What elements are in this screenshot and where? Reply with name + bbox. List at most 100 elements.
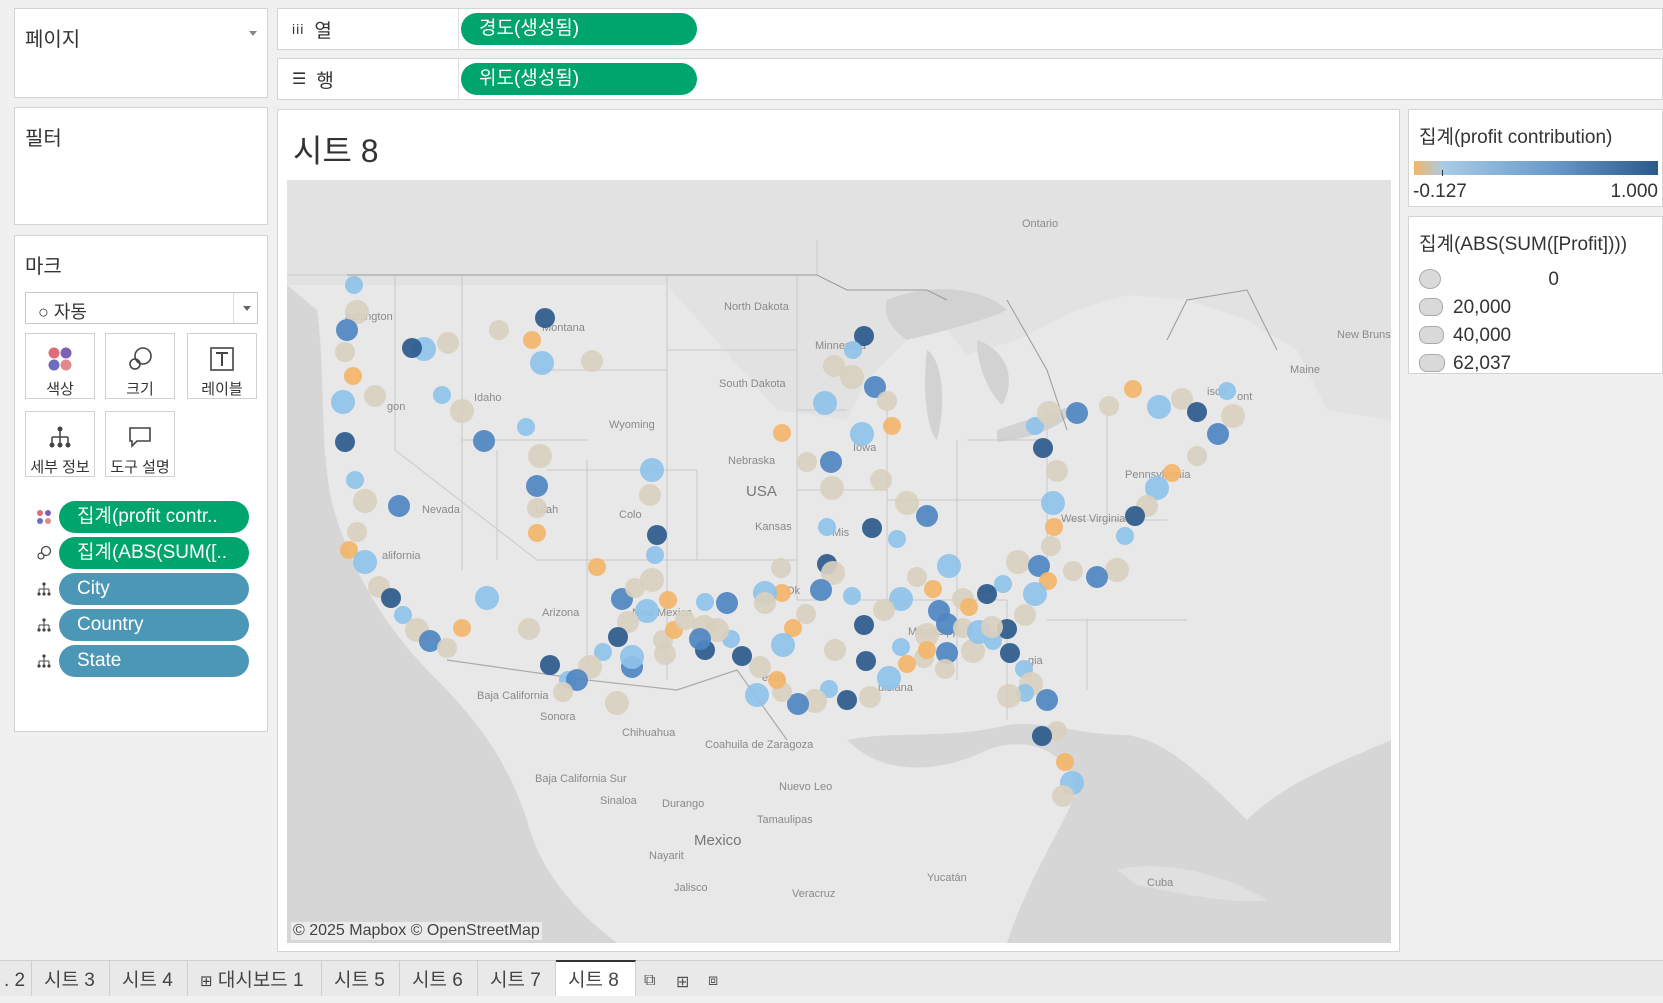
map-point[interactable] (581, 350, 603, 372)
color-button[interactable]: 색상 (25, 333, 95, 399)
map-point[interactable] (960, 598, 978, 616)
map-point[interactable] (566, 669, 588, 691)
map-point[interactable] (813, 391, 837, 415)
map-point[interactable] (523, 331, 541, 349)
map-point[interactable] (335, 342, 355, 362)
map-point[interactable] (907, 567, 927, 587)
map-point[interactable] (844, 341, 862, 359)
map-point[interactable] (862, 518, 882, 538)
map-data-points[interactable] (331, 276, 1245, 807)
map-point[interactable] (840, 365, 864, 389)
map-point[interactable] (1207, 423, 1229, 445)
map-point[interactable] (388, 495, 410, 517)
tab-sheet-8[interactable]: 시트 8 (556, 960, 636, 996)
map-point[interactable] (850, 422, 874, 446)
mark-type-dropdown[interactable]: ○ 자동 (25, 292, 258, 324)
map-point[interactable] (345, 300, 369, 324)
map-point[interactable] (608, 627, 628, 647)
map-attribution[interactable]: © 2025 Mapbox © OpenStreetMap (291, 922, 542, 940)
map-point[interactable] (381, 588, 401, 608)
map-point[interactable] (535, 308, 555, 328)
map-point[interactable] (1037, 401, 1061, 425)
map-point[interactable] (659, 591, 677, 609)
map-point[interactable] (1218, 382, 1236, 400)
map-point[interactable] (696, 593, 714, 611)
map-point[interactable] (745, 683, 769, 707)
map-point[interactable] (353, 489, 377, 513)
color-legend[interactable]: 집계(profit contribution) -0.127 1.000 (1408, 109, 1663, 207)
map-point[interactable] (1028, 555, 1050, 577)
map-point[interactable] (768, 671, 786, 689)
map-point[interactable] (335, 432, 355, 452)
map-point[interactable] (331, 390, 355, 414)
map-point[interactable] (527, 498, 547, 518)
map-point[interactable] (347, 522, 367, 542)
field-row-size[interactable]: 집계(ABS(SUM([.. (29, 536, 249, 570)
map-point[interactable] (937, 554, 961, 578)
map-point[interactable] (824, 639, 846, 661)
field-row-color[interactable]: 집계(profit contr.. (29, 500, 249, 534)
map-point[interactable] (895, 491, 919, 515)
map-point[interactable] (981, 616, 1003, 638)
map-point[interactable] (517, 418, 535, 436)
map-point[interactable] (821, 561, 845, 585)
map-point[interactable] (1147, 395, 1171, 419)
map-point[interactable] (889, 587, 913, 611)
map-point[interactable] (640, 568, 664, 592)
map-point[interactable] (419, 630, 441, 652)
map-point[interactable] (526, 475, 548, 497)
map-point[interactable] (705, 618, 729, 642)
map-point[interactable] (1063, 561, 1083, 581)
map-point[interactable] (1099, 396, 1119, 416)
map-point[interactable] (639, 484, 661, 506)
map-point[interactable] (475, 586, 499, 610)
tab-sheet-7[interactable]: 시트 7 (478, 960, 556, 996)
map-point[interactable] (1039, 572, 1057, 590)
map-point[interactable] (864, 376, 886, 398)
map-point[interactable] (594, 643, 612, 661)
map-point[interactable] (784, 619, 802, 637)
map-point[interactable] (787, 693, 809, 715)
map-point[interactable] (450, 399, 474, 423)
map-point[interactable] (689, 628, 711, 650)
map-point[interactable] (364, 385, 386, 407)
map-point[interactable] (1116, 527, 1134, 545)
map-point[interactable] (1041, 536, 1061, 556)
map-point[interactable] (1221, 404, 1245, 428)
map-point[interactable] (873, 599, 895, 621)
map-point[interactable] (994, 575, 1012, 593)
map-point[interactable] (346, 471, 364, 489)
map-point[interactable] (336, 319, 358, 341)
tab-sheet-4[interactable]: 시트 4 (110, 960, 188, 996)
map-point[interactable] (820, 476, 844, 500)
tab-sheet-5[interactable]: 시트 5 (322, 960, 400, 996)
chevron-down-icon[interactable] (249, 31, 257, 36)
map-point[interactable] (1056, 753, 1074, 771)
map-point[interactable] (997, 684, 1021, 708)
map-point[interactable] (820, 451, 842, 473)
new-sheet-icon[interactable]: ⧉ (644, 972, 656, 989)
map-point[interactable] (1041, 491, 1065, 515)
map-point[interactable] (437, 332, 459, 354)
map-point[interactable] (402, 338, 422, 358)
map-point[interactable] (916, 505, 938, 527)
map-point[interactable] (553, 682, 573, 702)
map-point[interactable] (877, 666, 901, 690)
map-point[interactable] (1023, 582, 1047, 606)
map-point[interactable] (518, 618, 540, 640)
map-point[interactable] (877, 391, 897, 411)
map-point[interactable] (854, 326, 874, 346)
map-point[interactable] (1187, 402, 1207, 422)
detail-button[interactable]: 세부 정보 (25, 411, 95, 477)
field-row-city[interactable]: City (29, 572, 249, 606)
map-point[interactable] (1145, 476, 1169, 500)
map-point[interactable] (749, 656, 771, 678)
field-pill-state[interactable]: State (59, 645, 249, 677)
map-point[interactable] (675, 610, 695, 630)
map-point[interactable] (771, 558, 791, 578)
map-point[interactable] (646, 546, 664, 564)
map-point[interactable] (617, 611, 639, 633)
label-button[interactable]: 레이블 (187, 333, 257, 399)
filters-card[interactable]: 필터 (14, 107, 268, 225)
map-point[interactable] (540, 655, 560, 675)
